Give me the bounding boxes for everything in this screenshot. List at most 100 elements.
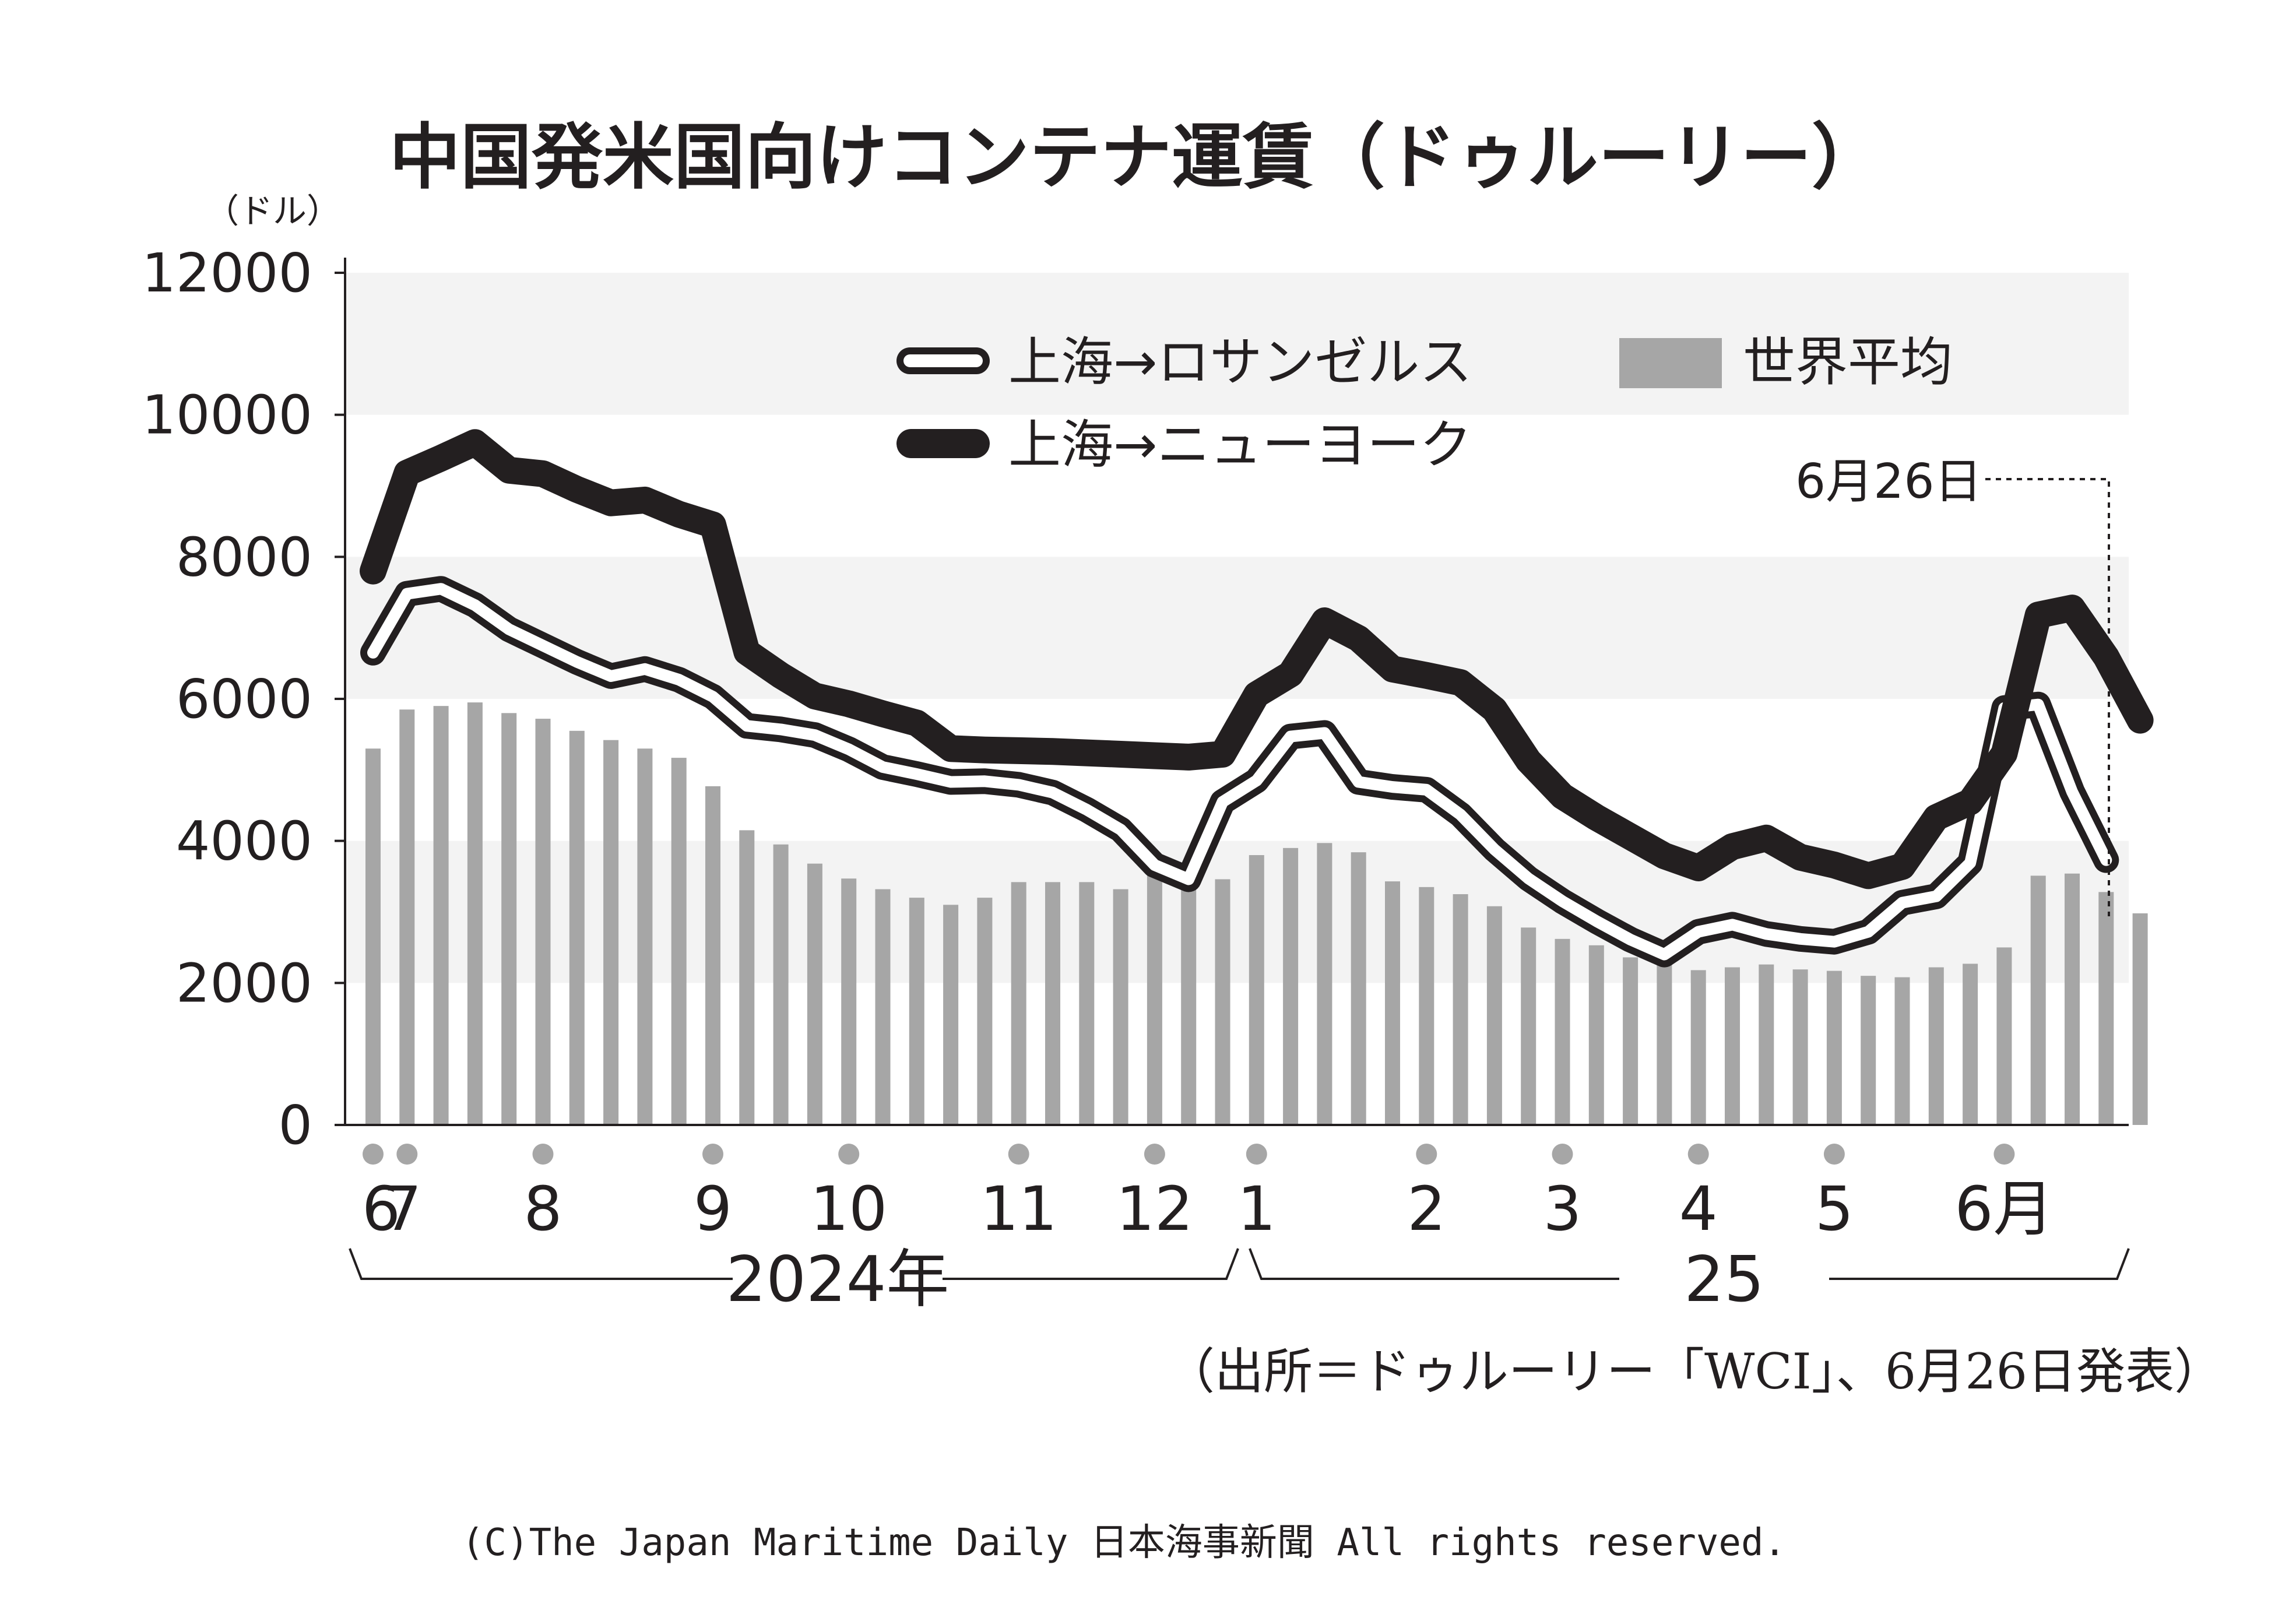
month-dot [1144, 1144, 1165, 1165]
year-brace [1249, 1248, 2130, 1280]
bar [1588, 945, 1604, 1125]
y-band [345, 273, 2129, 415]
bar [1011, 882, 1026, 1125]
month-label: 1 [1237, 1173, 1276, 1244]
bar [1215, 879, 1230, 1125]
year-label: 25 [1684, 1243, 1764, 1316]
bar [671, 758, 687, 1125]
bar [1861, 976, 1876, 1125]
bar [1283, 848, 1299, 1125]
legend-swatch-ny [896, 429, 990, 458]
month-label: 12 [1116, 1173, 1193, 1244]
chart-title: 中国発米国向けコンテナ運賃（ドゥルーリー） [389, 116, 1883, 199]
source-note: （出所＝ドゥルーリー「WCI」、6月26日発表） [1166, 1343, 2223, 1400]
axes: 12000 10000 8000 6000 4000 2000 0 [142, 242, 2129, 1156]
bar [603, 740, 619, 1125]
month-dot [702, 1144, 723, 1165]
year-label: 2024年 [726, 1243, 950, 1316]
y-tick-label: 8000 [176, 526, 312, 588]
bar [365, 748, 381, 1125]
month-label: 6 [362, 1173, 400, 1244]
bar [1657, 963, 1672, 1125]
month-dot [1008, 1144, 1029, 1165]
bar [705, 786, 720, 1125]
month-label: 10 [810, 1173, 887, 1244]
bar [1826, 970, 1842, 1125]
bar [1385, 881, 1400, 1125]
bar [1045, 882, 1060, 1125]
month-dot [1823, 1144, 1845, 1165]
month-dot [1993, 1144, 2015, 1165]
y-tick-label: 4000 [176, 810, 312, 873]
bar [1759, 964, 1774, 1125]
y-tick-label: 0 [278, 1094, 312, 1156]
bar [1113, 889, 1128, 1125]
year-brace [349, 1248, 1239, 1280]
legend-label-avg: 世界平均 [1743, 332, 1953, 393]
bars [365, 702, 2148, 1125]
bar [1725, 967, 1740, 1125]
legend-label-ny: 上海→ニューヨーク [1008, 414, 1472, 476]
month-dot [1552, 1144, 1573, 1165]
bar [433, 706, 449, 1125]
month-label: 9 [694, 1173, 732, 1244]
bar [739, 830, 755, 1125]
series-line-la [367, 583, 2112, 961]
bar [399, 709, 415, 1125]
bar [1147, 875, 1162, 1125]
bar [1249, 855, 1264, 1125]
bar [977, 898, 993, 1125]
copyright: (C)The Japan Maritime Daily 日本海事新聞 All r… [462, 1521, 1786, 1564]
bar [1521, 927, 1536, 1125]
bar [2030, 875, 2046, 1125]
bar [875, 889, 891, 1125]
legend-label-la: 上海→ロサンゼルス [1008, 332, 1472, 393]
y-tick-label: 6000 [176, 668, 312, 730]
series-line-ny [360, 429, 2154, 889]
bar [569, 730, 585, 1125]
bar [1351, 852, 1366, 1125]
month-dot [1416, 1144, 1437, 1165]
month-label: 11 [980, 1173, 1057, 1244]
bar [1928, 967, 1944, 1125]
month-label: 3 [1543, 1173, 1581, 1244]
bar [2098, 892, 2114, 1125]
bar [909, 898, 924, 1125]
month-label: 4 [1679, 1173, 1718, 1244]
bar [1623, 957, 1639, 1125]
bar [467, 702, 483, 1125]
y-tick-label: 2000 [176, 952, 312, 1014]
bar [1996, 947, 2012, 1125]
bar [1419, 887, 1434, 1125]
date-annotation: 6月26日 [1795, 454, 1982, 509]
bar [1079, 882, 1095, 1125]
month-label: 2 [1407, 1173, 1446, 1244]
bar [841, 878, 857, 1125]
month-dot [1687, 1144, 1709, 1165]
month-label: 8 [523, 1173, 562, 1244]
bar [1453, 894, 1468, 1125]
y-tick-label: 12000 [142, 242, 312, 304]
legend-swatch-avg [1619, 338, 1722, 388]
bar [2065, 873, 2080, 1125]
month-dot [838, 1144, 860, 1165]
y-tick-label: 10000 [142, 384, 312, 446]
bar [1317, 843, 1332, 1125]
bar [1555, 938, 1570, 1125]
bar [773, 844, 789, 1125]
legend-swatch-la-inner [903, 354, 983, 367]
bar [1690, 970, 1706, 1125]
lines [360, 429, 2154, 968]
month-label: 5 [1815, 1173, 1854, 1244]
month-dot [1246, 1144, 1267, 1165]
bar [637, 748, 653, 1125]
month-dot [363, 1144, 384, 1165]
month-dot [532, 1144, 554, 1165]
bar [1792, 969, 1808, 1125]
legend: 上海→ロサンゼルス 上海→ニューヨーク 世界平均 [896, 332, 1953, 476]
bar [1181, 880, 1197, 1125]
bar [807, 863, 822, 1125]
bar [2132, 913, 2148, 1125]
